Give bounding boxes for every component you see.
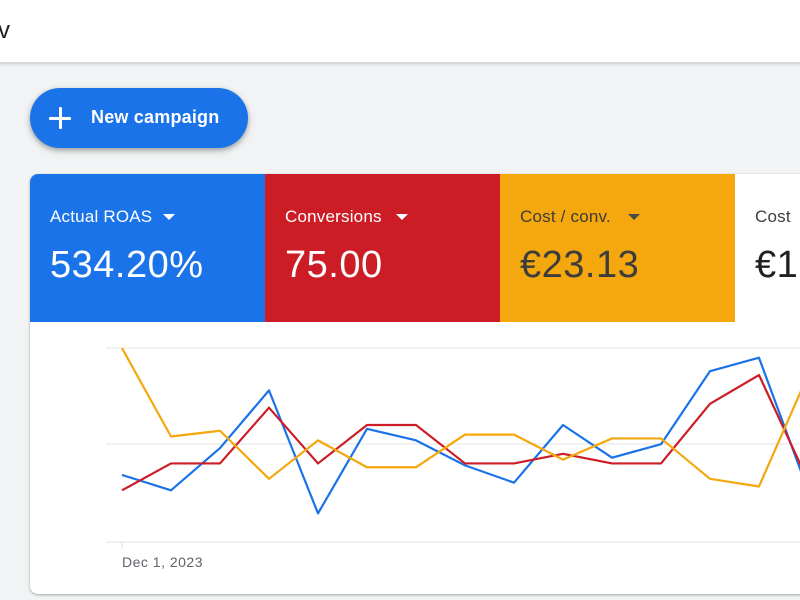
metric-tab-conversions[interactable]: Conversions 75.00 <box>265 174 500 322</box>
metric-tab-actual-roas[interactable]: Actual ROAS 534.20% <box>30 174 265 322</box>
caret-down-icon[interactable] <box>396 214 408 220</box>
performance-card: Actual ROAS 534.20% Conversions 75.00 Co… <box>30 174 800 594</box>
metric-label: Cost <box>755 207 791 226</box>
metric-tab-cost[interactable]: Cost €1 <box>735 174 800 322</box>
chart-area: Dec 1, 2023 <box>30 322 800 594</box>
series-line-2 <box>121 347 800 488</box>
caret-down-icon[interactable] <box>163 214 175 220</box>
metric-value: €23.13 <box>520 244 640 286</box>
new-campaign-label: New campaign <box>91 107 220 127</box>
x-tick-label: Dec 1, 2023 <box>122 554 203 570</box>
metric-value: 75.00 <box>285 244 383 286</box>
caret-down-icon[interactable] <box>628 214 640 220</box>
metric-tab-cost-per-conv[interactable]: Cost / conv. €23.13 <box>500 174 735 322</box>
line-chart: Dec 1, 2023 <box>106 347 800 570</box>
top-bar-text: v <box>0 17 11 44</box>
plus-icon <box>49 107 71 129</box>
series-line-1 <box>121 373 800 492</box>
metric-label: Conversions <box>285 207 382 226</box>
metric-value: €1 <box>755 244 799 286</box>
metric-tabs: Actual ROAS 534.20% Conversions 75.00 Co… <box>30 174 800 322</box>
metric-label: Cost / conv. <box>520 207 611 226</box>
metric-value: 534.20% <box>50 244 204 286</box>
top-bar: v <box>0 0 800 63</box>
series-line-0 <box>121 356 800 515</box>
metric-label: Actual ROAS <box>50 207 153 226</box>
